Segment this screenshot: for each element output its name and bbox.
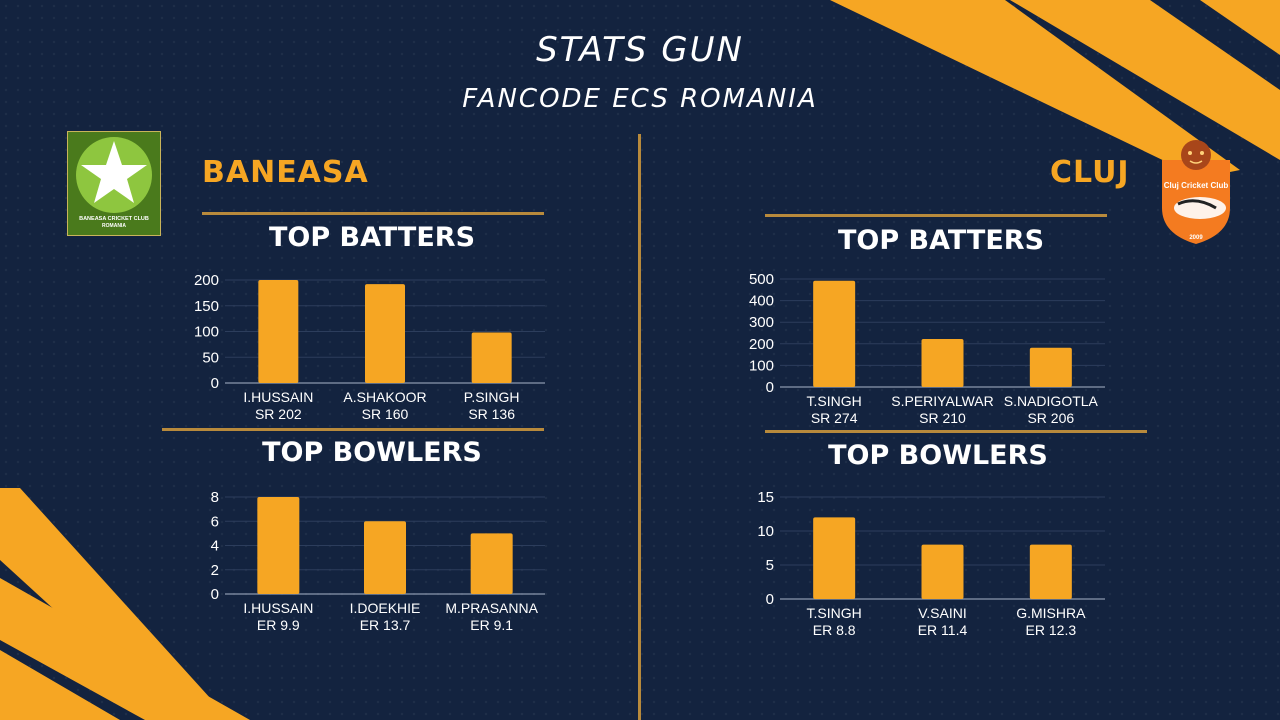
- cluj-logo-text-line1: Cluj Cricket Club: [1164, 181, 1229, 190]
- y-tick-label: 400: [749, 293, 774, 310]
- x-category-label: I.HUSSAIN: [243, 600, 313, 616]
- x-stat-label: SR 206: [1027, 410, 1074, 426]
- star-icon: [81, 141, 147, 203]
- rule-baneasa-mid: [162, 428, 544, 431]
- baneasa-logo: BANEASA CRICKET CLUB ROMANIA: [67, 131, 161, 236]
- page-title: STATS GUN: [536, 30, 744, 70]
- x-stat-label: SR 274: [811, 410, 858, 426]
- y-tick-label: 4: [211, 538, 219, 555]
- bar-p-singh: [471, 332, 512, 383]
- x-category-label: G.MISHRA: [1016, 605, 1086, 621]
- x-category-label: I.DOEKHIE: [350, 600, 421, 616]
- baneasa-logo-text-line1: BANEASA CRICKET CLUB: [79, 216, 149, 222]
- bar-i-hussain: [258, 280, 299, 383]
- y-tick-label: 200: [194, 272, 219, 289]
- bar-s-periyalwar: [921, 339, 964, 387]
- y-tick-label: 100: [749, 357, 774, 374]
- x-category-label: P.SINGH: [464, 389, 520, 405]
- heading-cluj-batters: TOP BATTERS: [837, 225, 1045, 256]
- cluj-logo: Cluj Cricket Club 2009: [1162, 140, 1230, 244]
- y-tick-label: 500: [749, 271, 774, 288]
- x-stat-label: SR 202: [255, 406, 302, 422]
- x-stat-label: SR 210: [919, 410, 966, 426]
- bar-a-shakoor: [365, 284, 405, 383]
- y-tick-label: 200: [749, 336, 774, 353]
- x-category-label: A.SHAKOOR: [343, 389, 426, 405]
- y-tick-label: 5: [766, 557, 774, 574]
- bar-t-singh: [813, 280, 856, 387]
- bar-m-prasanna: [470, 533, 513, 594]
- x-category-label: M.PRASANNA: [445, 600, 538, 616]
- y-tick-label: 0: [766, 591, 774, 608]
- heading-baneasa-bowlers: TOP BOWLERS: [262, 437, 482, 468]
- slash-top-right-3: [1200, 0, 1280, 55]
- slash-bottom-left-2: [0, 578, 250, 720]
- bar-t-singh: [813, 517, 856, 599]
- x-category-label: V.SAINI: [918, 605, 967, 621]
- bar-g-mishra: [1029, 544, 1072, 599]
- y-tick-label: 2: [211, 562, 219, 579]
- y-tick-label: 10: [757, 523, 774, 540]
- baneasa-logo-text-line2: ROMANIA: [102, 223, 126, 229]
- bar-i-hussain: [257, 497, 300, 594]
- y-tick-label: 15: [757, 489, 774, 506]
- slash-bottom-left-1: [0, 488, 230, 720]
- bar-i-doekhie: [364, 521, 406, 594]
- x-category-label: S.NADIGOTLA: [1004, 393, 1099, 409]
- y-tick-label: 50: [202, 349, 219, 366]
- page-subtitle: FANCODE ECS ROMANIA: [462, 84, 818, 114]
- y-tick-label: 300: [749, 314, 774, 331]
- y-tick-label: 0: [766, 379, 774, 396]
- x-category-label: S.PERIYALWAR: [891, 393, 993, 409]
- y-tick-label: 6: [211, 513, 219, 530]
- heading-baneasa-batters: TOP BATTERS: [268, 222, 476, 253]
- x-stat-label: ER 8.8: [813, 622, 856, 638]
- slash-top-right-1: [830, 0, 1240, 178]
- x-stat-label: ER 12.3: [1026, 622, 1077, 638]
- bar-v-saini: [921, 544, 964, 599]
- team-name-baneasa: BANEASA: [202, 155, 369, 190]
- rule-cluj-top: [765, 214, 1107, 217]
- rule-cluj-mid: [765, 430, 1147, 433]
- rule-baneasa-top: [202, 212, 544, 215]
- x-stat-label: ER 11.4: [918, 622, 968, 638]
- heading-cluj-bowlers: TOP BOWLERS: [828, 440, 1048, 471]
- x-stat-label: ER 13.7: [360, 617, 411, 633]
- y-tick-label: 150: [194, 298, 219, 315]
- x-category-label: T.SINGH: [807, 605, 862, 621]
- y-tick-label: 100: [194, 324, 219, 341]
- slash-bottom-left-3: [0, 650, 120, 720]
- x-stat-label: SR 136: [468, 406, 515, 422]
- center-divider: [638, 134, 641, 720]
- bar-s-nadigotla: [1029, 347, 1072, 387]
- cluj-logo-text-line2: 2009: [1189, 235, 1203, 241]
- x-stat-label: ER 9.9: [257, 617, 300, 633]
- y-tick-label: 8: [211, 489, 219, 506]
- y-tick-label: 0: [211, 375, 219, 392]
- team-name-cluj: CLUJ: [1050, 155, 1130, 190]
- x-stat-label: SR 160: [362, 406, 409, 422]
- slash-top-right-2: [1010, 0, 1280, 160]
- tiger-head-icon: [1181, 140, 1211, 170]
- y-tick-label: 0: [211, 586, 219, 603]
- x-category-label: T.SINGH: [807, 393, 862, 409]
- x-category-label: I.HUSSAIN: [243, 389, 313, 405]
- x-stat-label: ER 9.1: [470, 617, 513, 633]
